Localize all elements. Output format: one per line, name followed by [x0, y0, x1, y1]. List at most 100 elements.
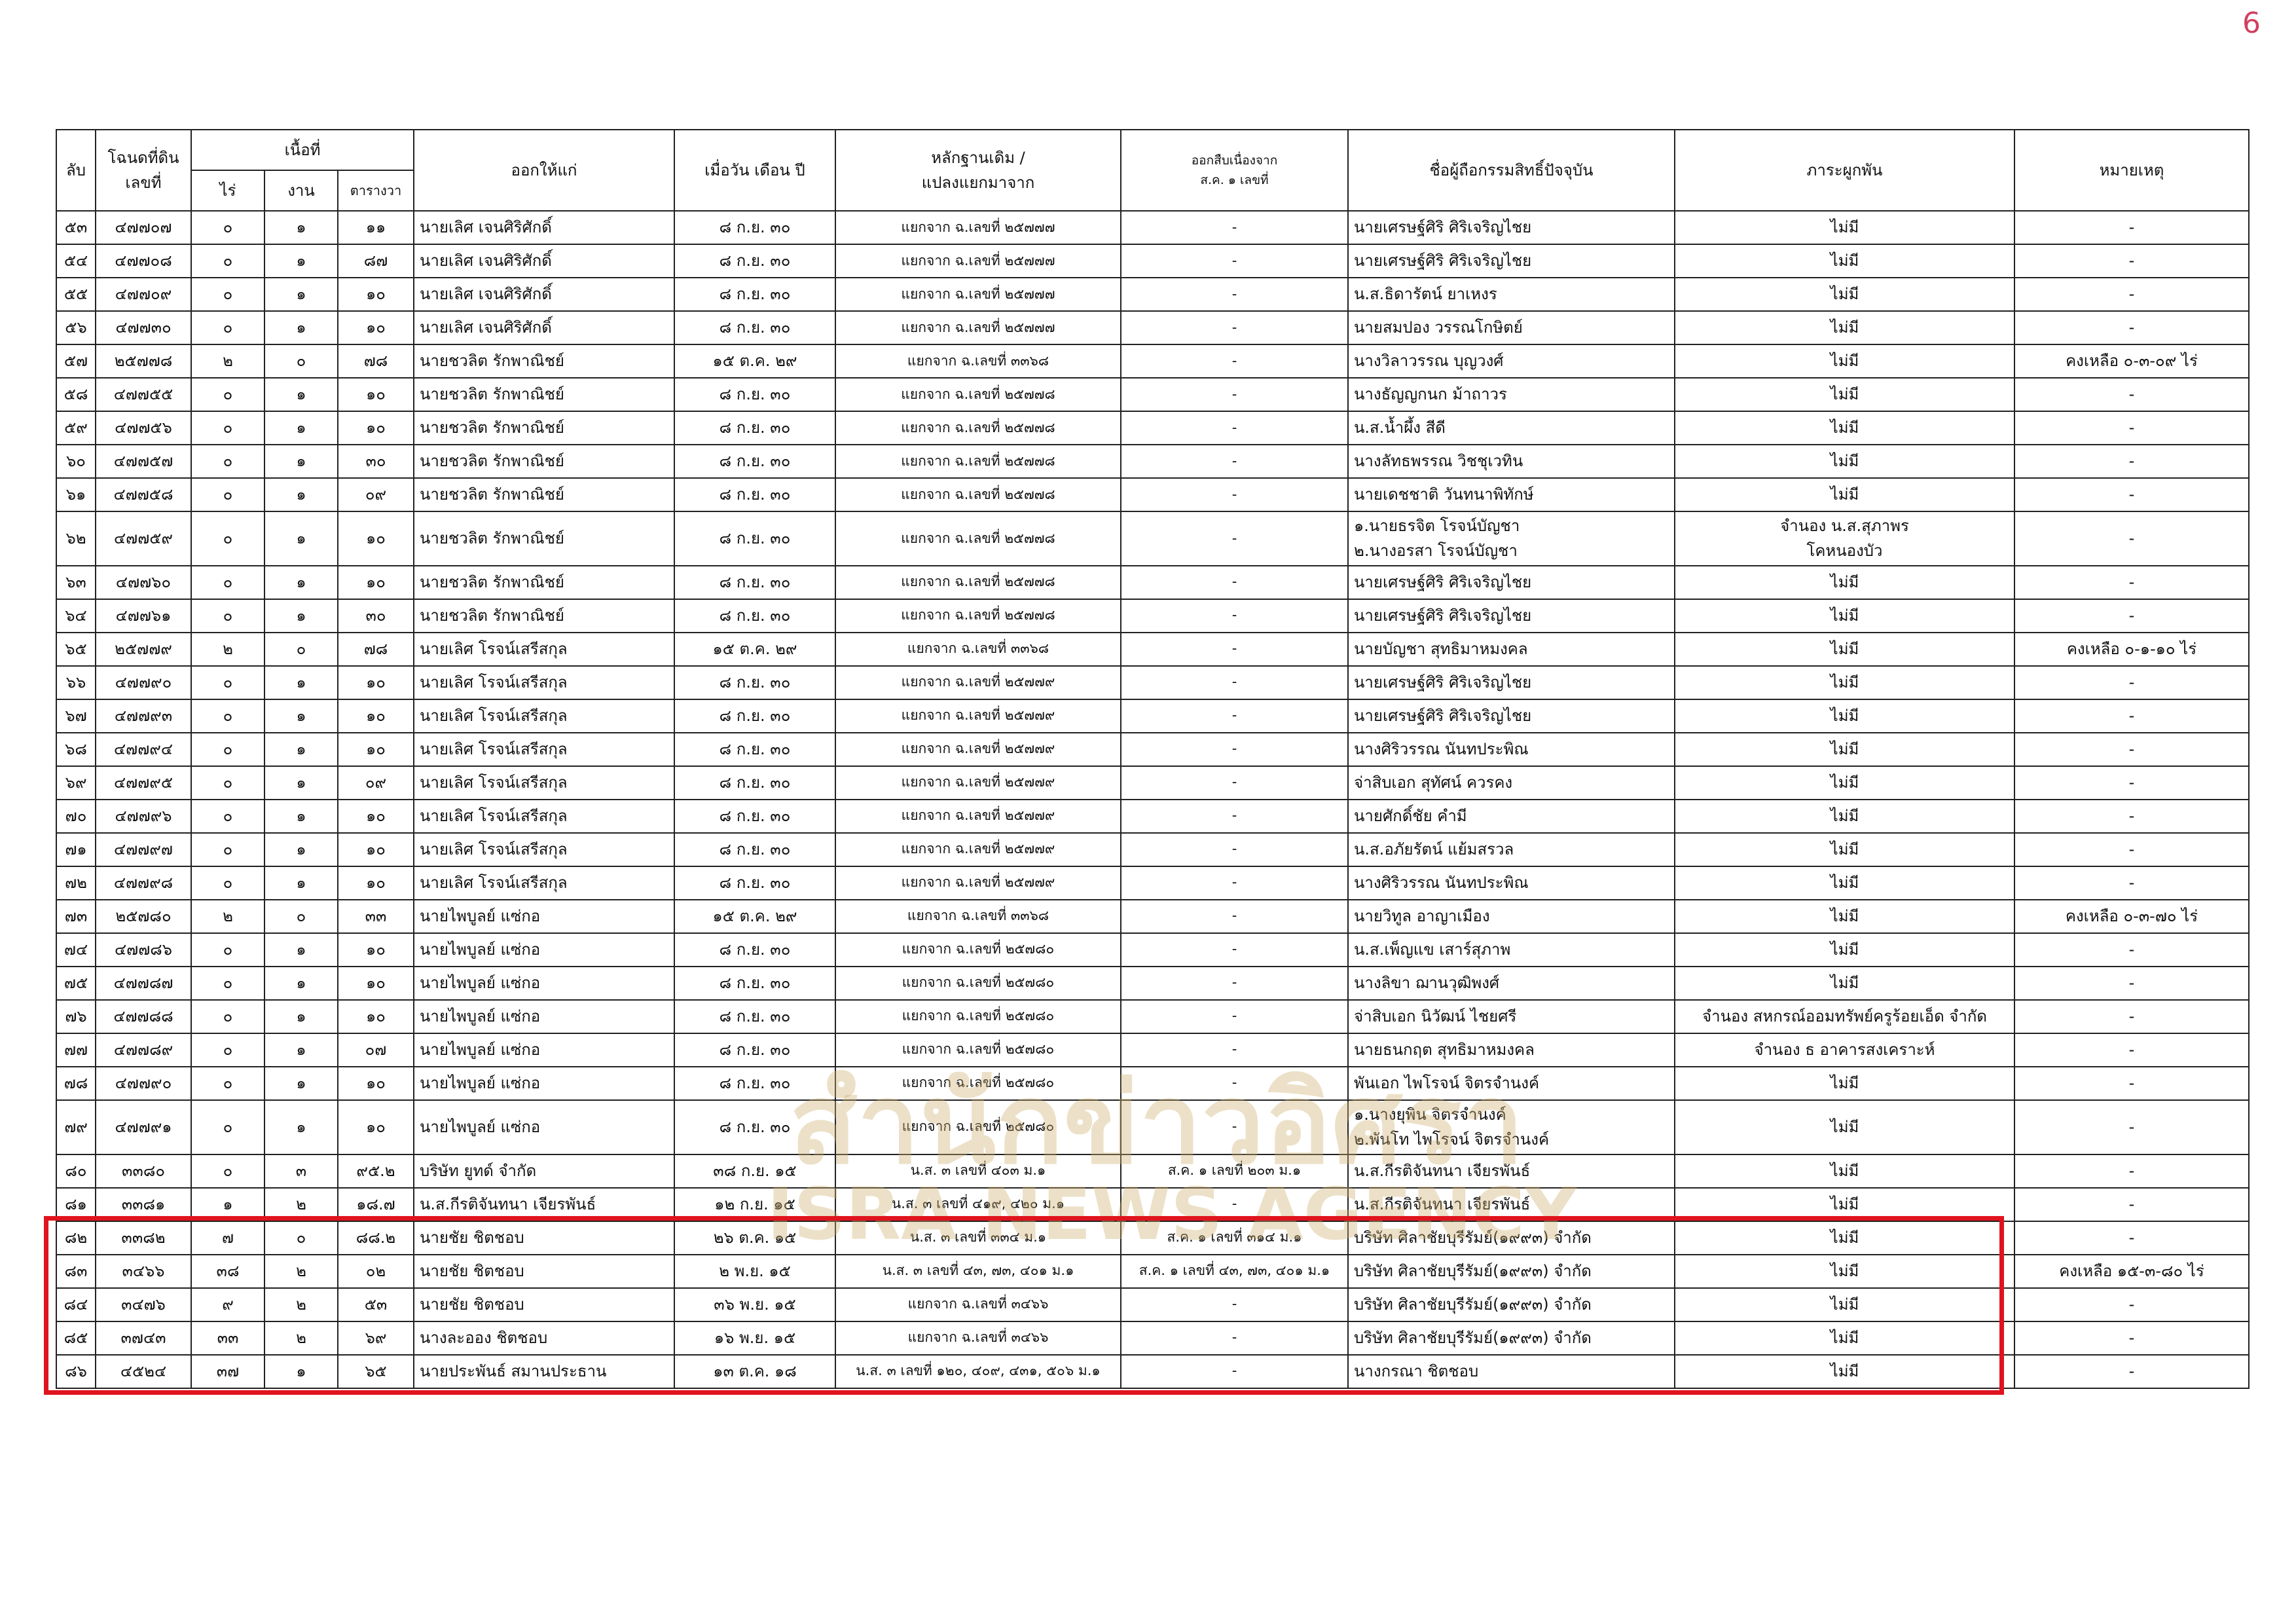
- table-cell: นางกรณา ชิตชอบ: [1347, 1354, 1675, 1389]
- table-cell: แยกจาก ฉ.เลขที่ ๒๕๗๗๙: [835, 832, 1121, 867]
- table-cell: นายเลิศ โรจน์เสรีสกุล: [413, 665, 675, 700]
- table-cell: ๔๗๗๖๐: [95, 564, 192, 600]
- table-cell: แยกจาก ฉ.เลขที่ ๒๕๗๗๘: [835, 564, 1121, 600]
- table-cell: ๐: [191, 244, 265, 278]
- table-cell: -: [1120, 1032, 1349, 1067]
- table-cell: -: [2014, 1354, 2250, 1389]
- table-row: ๘๖ ๔๕๒๔ ๓๗๑๖๕ นายประพันธ์ สมานประธาน ๑๓ ต.ค.…: [56, 1354, 2250, 1389]
- table-row: ๗๐ ๔๗๗๙๖๐๑๑๐ นายเลิศ โรจน์เสรีสกุล๘ ก.ย. ๓…: [56, 798, 2250, 834]
- table-cell: ๖๘: [56, 731, 96, 767]
- table-row: ๕๗ ๒๕๗๗๘๒๐๗๘ นายชวลิต รักพาณิชย์ ๑๕ ต.ค. ๒๙…: [56, 344, 2250, 378]
- table-cell: แยกจาก ฉ.เลขที่ ๒๕๗๗๙: [835, 865, 1121, 900]
- table-cell: ๓๓: [191, 1320, 265, 1356]
- table-cell: ๘ ก.ย. ๓๐: [674, 932, 836, 967]
- table-cell: ไม่มี: [1674, 344, 2015, 378]
- table-cell: ๗๒: [56, 865, 96, 900]
- table-row: ๘๒ ๓๓๘๒๗๐๘๘.๒ นายชัย ชิตชอบ ๒๖ ต.ค. ๑๕ น.ส. …: [56, 1220, 2250, 1255]
- table-cell: ๓๐: [337, 444, 414, 479]
- table-cell: ๑: [264, 598, 338, 633]
- table-cell: ๐: [191, 832, 265, 867]
- table-cell: -: [1120, 277, 1349, 312]
- table-cell: ๗๗: [56, 1032, 96, 1067]
- table-cell: -: [1120, 244, 1349, 278]
- table-cell: ๑: [264, 1032, 338, 1067]
- table-cell: ๕๖: [56, 310, 96, 345]
- table-row: ๗๗ ๔๗๗๘๙๐๑๐๗ นายไพบูลย์ แซ่กอ๘ ก.ย. ๓๐ แยกจ…: [56, 1032, 2250, 1067]
- table-cell: ๗๘: [337, 631, 414, 667]
- table-cell: บริษัท ศิลาชัยบุรีรัมย์(๑๙๙๓) จำกัด: [1347, 1287, 1675, 1322]
- table-cell: ๑๐: [337, 564, 414, 600]
- table-cell: ๘ ก.ย. ๓๐: [674, 444, 836, 479]
- table-cell: ไม่มี: [1674, 798, 2015, 834]
- table-cell: แยกจาก ฉ.เลขที่ ๒๕๗๗๘: [835, 411, 1121, 445]
- table-cell: นายชวลิต รักพาณิชย์: [413, 444, 675, 479]
- table-cell: ๔๗๗๙๖: [95, 798, 192, 834]
- table-cell: ๗๕: [56, 965, 96, 1001]
- table-cell: -: [1120, 898, 1349, 934]
- table-cell: -: [2014, 698, 2250, 733]
- header-row: ลับ โฉนดที่ดิน เลขที่ เนื้อที่ ออกให้แก่…: [56, 129, 2250, 212]
- table-row: ๕๔ ๔๗๗๐๘๐๑๘๗ นายเลิศ เจนศิริศักดิ์๘ ก.ย. ๓…: [56, 244, 2250, 278]
- table-cell: -: [1120, 598, 1349, 633]
- table-cell: -: [2014, 598, 2250, 633]
- table-cell: นายเศรษฐ์ศิริ ศิริเจริญไชย: [1347, 698, 1675, 733]
- table-cell: -: [2014, 310, 2250, 345]
- table-cell: ไม่มี: [1674, 1220, 2015, 1255]
- table-row: ๕๓ ๔๗๗๐๗๐๑๑๑ นายเลิศ เจนศิริศักดิ์๘ ก.ย. ๓…: [56, 210, 2250, 245]
- table-cell: ๐๙: [337, 765, 414, 800]
- table-cell: ๑: [264, 731, 338, 767]
- table-cell: แยกจาก ฉ.เลขที่ ๓๔๖๖: [835, 1287, 1121, 1322]
- table-cell: -: [2014, 1187, 2250, 1222]
- table-cell: ๐: [191, 999, 265, 1034]
- table-cell: ไม่มี: [1674, 965, 2015, 1001]
- table-cell: นายเศรษฐ์ศิริ ศิริเจริญไชย: [1347, 564, 1675, 600]
- table-cell: นายชัย ชิตชอบ: [413, 1287, 675, 1322]
- table-cell: ๖๒: [56, 511, 96, 566]
- table-cell: แยกจาก ฉ.เลขที่ ๓๓๖๘: [835, 898, 1121, 934]
- table-row: ๘๔ ๓๔๗๖๙๒๕๓ นายชัย ชิตชอบ ๓๖ พ.ย. ๑๕ แยกจาก …: [56, 1287, 2250, 1322]
- table-cell: ๓๗: [191, 1354, 265, 1389]
- table-cell: ๑: [264, 1354, 338, 1389]
- table-cell: ๔๗๗๘๗: [95, 965, 192, 1001]
- table-cell: นายเลิศ โรจน์เสรีสกุล: [413, 731, 675, 767]
- table-cell: ๖๕: [56, 631, 96, 667]
- table-cell: ไม่มี: [1674, 411, 2015, 445]
- table-cell: ๐: [191, 698, 265, 733]
- table-cell: ๘ ก.ย. ๓๐: [674, 210, 836, 245]
- table-cell: ๐: [191, 665, 265, 700]
- table-cell: ๘ ก.ย. ๓๐: [674, 377, 836, 412]
- table-cell: ไม่มี: [1674, 444, 2015, 479]
- table-cell: ๘ ก.ย. ๓๐: [674, 511, 836, 566]
- table-cell: แยกจาก ฉ.เลขที่ ๓๓๖๘: [835, 631, 1121, 667]
- table-cell: ๖๕: [337, 1354, 414, 1389]
- table-cell: -: [1120, 477, 1349, 512]
- table-cell: นายไพบูลย์ แซ่กอ: [413, 932, 675, 967]
- table-cell: ๑: [264, 965, 338, 1001]
- table-cell: ๑: [264, 1065, 338, 1101]
- table-cell: ๔๗๗๙๓: [95, 698, 192, 733]
- table-cell: น.ส. ๓ เลขที่ ๑๒๐, ๔๐๙, ๔๓๑, ๕๐๖ ม.๑: [835, 1354, 1121, 1389]
- table-cell: -: [1120, 832, 1349, 867]
- table-cell: ๓๔๖๖: [95, 1253, 192, 1289]
- table-cell: จำนอง สหกรณ์ออมทรัพย์ครูร้อยเอ็ด จำกัด: [1674, 999, 2015, 1034]
- table-cell: ๑: [264, 310, 338, 345]
- table-cell: ไม่มี: [1674, 477, 2015, 512]
- table-cell: บริษัท ศิลาชัยบุรีรัมย์(๑๙๙๓) จำกัด: [1347, 1220, 1675, 1255]
- table-row: ๗๒ ๔๗๗๙๘๐๑๑๐ นายเลิศ โรจน์เสรีสกุล๘ ก.ย. ๓…: [56, 865, 2250, 900]
- table-cell: ๑๐: [337, 1099, 414, 1155]
- table-cell: ๐: [191, 1153, 265, 1189]
- table-cell: -: [1120, 731, 1349, 767]
- table-cell: ๘๒: [56, 1220, 96, 1255]
- table-cell: ๘๘.๒: [337, 1220, 414, 1255]
- table-cell: ๔๗๗๕๕: [95, 377, 192, 412]
- table-cell: ๐: [264, 1220, 338, 1255]
- table-cell: ๘ ก.ย. ๓๐: [674, 832, 836, 867]
- table-row: ๗๓ ๒๕๗๘๐๒๐๓๓ นายไพบูลย์ แซ่กอ ๑๕ ต.ค. ๒๙ แยก…: [56, 898, 2250, 934]
- table-cell: ๑: [264, 244, 338, 278]
- table-cell: บริษัท ยูทด์ จำกัด: [413, 1153, 675, 1189]
- table-cell: ๐: [191, 1099, 265, 1155]
- table-cell: -: [2014, 1032, 2250, 1067]
- table-cell: ๑: [264, 477, 338, 512]
- table-cell: -: [2014, 832, 2250, 867]
